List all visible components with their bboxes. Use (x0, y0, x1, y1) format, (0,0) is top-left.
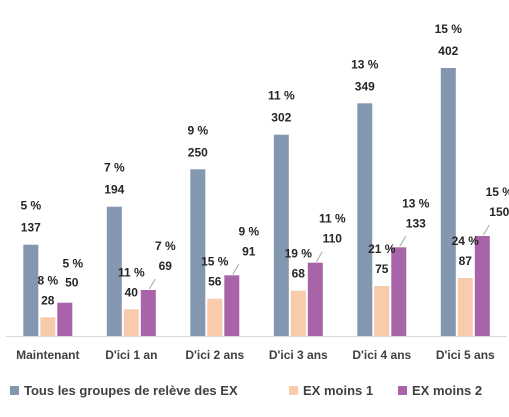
percent-label-2-2: 11 % (118, 265, 145, 279)
value-label-2-3: 56 (208, 275, 222, 289)
value-label-3-3: 91 (242, 244, 256, 258)
value-label-3-4: 110 (323, 232, 343, 246)
percent-label-1-3: 9 % (187, 123, 208, 137)
leader-line-4 (315, 251, 323, 262)
percent-label-3-6: 15 % (486, 185, 509, 199)
leader-line-2 (148, 278, 156, 290)
percent-label-3-4: 11 % (319, 212, 346, 226)
bar-1-3 (190, 169, 206, 336)
bar-1-2 (106, 206, 122, 336)
value-label-1-3: 250 (188, 145, 208, 159)
bar-3-2 (140, 290, 156, 336)
bar-2-3 (207, 298, 223, 336)
percent-label-1-6: 15 % (435, 22, 463, 36)
value-label-1-4: 302 (271, 111, 291, 125)
percent-label-1-5: 13 % (351, 57, 379, 71)
value-label-2-4: 68 (292, 267, 306, 281)
x-tick-label: D'ici 2 ans (185, 348, 244, 362)
percent-label-2-1: 8 % (37, 273, 58, 287)
value-label-2-5: 75 (375, 262, 389, 276)
x-tick-label: Maintenant (16, 348, 79, 362)
bar-1-5 (357, 103, 373, 336)
value-label-2-1: 28 (41, 293, 55, 307)
value-label-3-2: 69 (159, 259, 173, 273)
legend-swatch-2 (289, 386, 298, 395)
leader-line-5 (399, 236, 407, 247)
percent-label-1-1: 5 % (20, 199, 41, 213)
bar-3-6 (474, 236, 490, 336)
bar-2-4 (290, 290, 306, 336)
bar-1-6 (440, 68, 456, 336)
bar-3-1 (57, 302, 73, 336)
bar-3-5 (391, 247, 407, 336)
percent-label-2-6: 24 % (452, 234, 480, 248)
legend: Tous les groupes de relève des EX EX moin… (10, 383, 482, 398)
x-axis-ticks: Maintenant D'ici 1 an D'ici 2 ans D'ici 3 a… (16, 348, 495, 362)
value-label-2-2: 40 (125, 285, 139, 299)
leader-lines-layer (148, 224, 490, 290)
percent-label-1-2: 7 % (104, 161, 125, 175)
bar-2-2 (123, 309, 139, 336)
value-label-3-6: 150 (489, 205, 509, 219)
percent-label-3-5: 13 % (402, 196, 430, 210)
legend-label-1: Tous les groupes de relève des EX (24, 383, 238, 398)
percent-label-3-2: 7 % (155, 239, 176, 253)
x-tick-label: D'ici 5 ans (436, 348, 495, 362)
value-label-3-5: 133 (406, 216, 426, 230)
x-tick-label: D'ici 1 an (105, 348, 157, 362)
bars-layer (23, 68, 490, 336)
bar-2-5 (374, 286, 390, 336)
percent-label-2-3: 15 % (201, 255, 229, 269)
x-tick-label: D'ici 3 ans (269, 348, 328, 362)
percent-label-2-5: 21 % (368, 242, 396, 256)
bar-3-3 (224, 275, 240, 336)
x-tick-label: D'ici 4 ans (352, 348, 411, 362)
legend-swatch-3 (398, 386, 407, 395)
percent-label-3-1: 5 % (62, 257, 83, 271)
percent-label-1-4: 11 % (268, 89, 295, 103)
legend-swatch-1 (10, 386, 19, 395)
bar-3-4 (307, 262, 323, 336)
value-label-1-2: 194 (104, 183, 124, 197)
value-label-2-6: 87 (459, 254, 473, 268)
bar-1-1 (23, 244, 39, 336)
legend-label-3: EX moins 2 (412, 383, 482, 398)
data-labels-layer: 5 % 137 8 % 28 5 % 50 7 % 194 11 % 40 7 % 69 9 % 250 1… (20, 22, 509, 307)
bar-2-6 (457, 278, 473, 336)
percent-label-2-4: 19 % (285, 247, 313, 261)
legend-label-2: EX moins 1 (303, 383, 373, 398)
bar-1-4 (273, 134, 289, 336)
percent-label-3-3: 9 % (238, 224, 259, 238)
leader-line-3 (232, 264, 240, 275)
bar-2-1 (40, 317, 56, 336)
leader-line-6 (482, 224, 490, 236)
value-label-1-1: 137 (21, 221, 41, 235)
value-label-1-6: 402 (438, 44, 458, 58)
value-label-3-1: 50 (65, 276, 79, 290)
value-label-1-5: 349 (355, 79, 375, 93)
